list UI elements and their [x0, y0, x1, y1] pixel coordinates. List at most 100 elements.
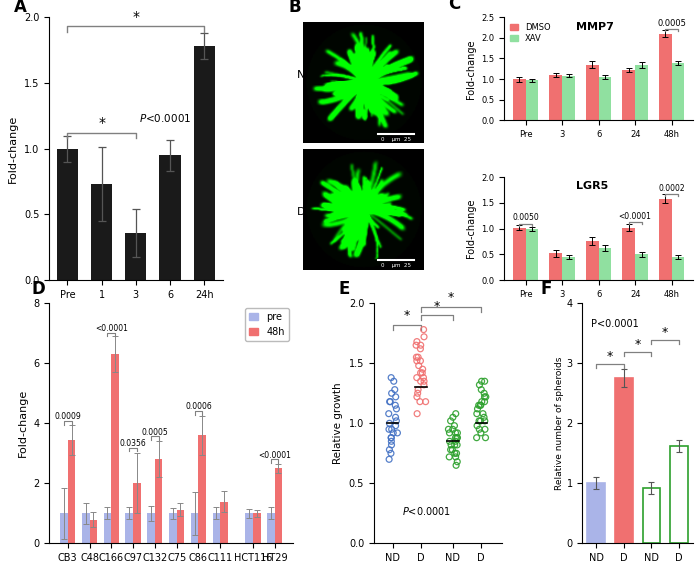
Point [451, 461, 462, 470]
Bar [253, 514, 260, 543]
Point [411, 373, 422, 382]
Point [479, 376, 490, 386]
Point [390, 392, 401, 402]
Point [471, 409, 482, 418]
Point [386, 437, 397, 446]
Bar [587, 483, 606, 543]
Point [480, 424, 491, 434]
Point [384, 397, 395, 406]
Point [444, 437, 455, 446]
Bar [125, 514, 133, 543]
Bar [562, 76, 575, 120]
Point [443, 424, 454, 434]
Point [415, 356, 426, 366]
Bar [659, 198, 672, 280]
Bar [526, 229, 538, 280]
Point [384, 397, 395, 406]
Bar [91, 184, 112, 280]
Text: 0    μm  25: 0 μm 25 [381, 263, 411, 268]
Bar [213, 514, 220, 543]
Bar [526, 80, 538, 120]
Point [417, 365, 428, 374]
Bar [274, 468, 282, 543]
Bar [659, 34, 672, 120]
Point [451, 448, 462, 458]
Bar [672, 257, 685, 280]
Bar [562, 257, 575, 280]
Point [390, 421, 401, 430]
Point [450, 433, 461, 442]
Point [478, 413, 489, 422]
Text: <0.0001: <0.0001 [619, 212, 652, 221]
Point [445, 416, 456, 426]
Point [477, 409, 489, 418]
Bar [160, 155, 181, 280]
Point [392, 428, 403, 438]
Point [449, 448, 461, 458]
Bar [598, 248, 611, 280]
Text: *: * [434, 300, 440, 313]
Point [474, 424, 485, 434]
Point [444, 452, 455, 462]
Point [479, 389, 490, 398]
Point [447, 445, 458, 454]
Text: D: D [297, 207, 305, 217]
Y-axis label: Fold-change: Fold-change [8, 114, 18, 183]
Point [420, 397, 431, 406]
Text: 0.0006: 0.0006 [185, 403, 212, 411]
Point [452, 433, 463, 442]
Point [475, 401, 486, 410]
Point [414, 397, 426, 406]
Text: *: * [98, 116, 105, 130]
Point [480, 416, 491, 426]
Text: LGR5: LGR5 [576, 181, 608, 192]
Point [419, 332, 430, 341]
Point [444, 428, 455, 438]
Bar [550, 75, 562, 120]
Bar [267, 514, 274, 543]
Text: 0.0356: 0.0356 [120, 439, 146, 448]
Point [415, 341, 426, 350]
Bar [513, 228, 526, 280]
Text: D: D [32, 280, 46, 297]
Bar [169, 514, 176, 543]
Point [418, 373, 429, 382]
Text: 0.0050: 0.0050 [512, 213, 539, 223]
Point [445, 445, 456, 454]
Point [388, 428, 399, 438]
Bar [104, 514, 111, 543]
Point [475, 401, 486, 410]
Text: P<0.0001: P<0.0001 [592, 319, 639, 329]
Text: MMP7: MMP7 [576, 22, 614, 31]
Bar [513, 79, 526, 120]
Bar [193, 46, 215, 280]
Point [480, 433, 491, 442]
Point [475, 416, 486, 426]
Point [412, 392, 423, 402]
Point [413, 361, 424, 370]
Point [445, 440, 456, 450]
Point [473, 401, 484, 410]
Point [410, 341, 421, 350]
Text: F: F [540, 280, 552, 297]
Point [452, 428, 463, 438]
Point [411, 352, 422, 362]
Point [476, 385, 487, 394]
Point [452, 457, 463, 466]
Text: *: * [132, 10, 139, 24]
Bar [125, 233, 146, 280]
Bar [635, 255, 648, 280]
Point [412, 337, 423, 346]
Bar [147, 514, 155, 543]
Bar [68, 440, 76, 543]
Y-axis label: Relative number of spheroids: Relative number of spheroids [554, 356, 564, 490]
Bar [111, 354, 119, 543]
Point [415, 368, 426, 378]
Point [415, 376, 426, 386]
Point [419, 376, 430, 386]
Text: 0.0002: 0.0002 [658, 184, 685, 193]
Point [447, 424, 458, 434]
Point [450, 409, 461, 418]
Point [386, 433, 397, 442]
Text: *: * [662, 325, 668, 339]
